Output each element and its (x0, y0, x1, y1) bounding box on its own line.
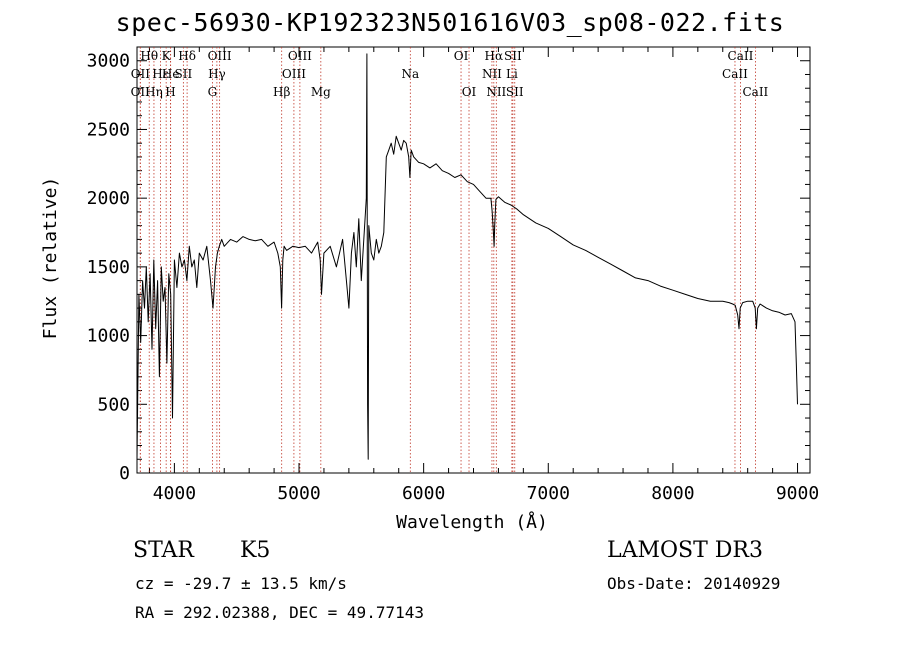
spectral-line-label: Hη (145, 85, 163, 99)
x-tick-label: 5000 (277, 483, 320, 504)
y-tick-label: 2000 (87, 188, 130, 209)
spectral-line-label: SII (175, 67, 193, 81)
x-tick-label: 8000 (651, 483, 694, 504)
spectral-line-label: Hθ (140, 49, 158, 63)
spectral-line-label: OIII (282, 67, 306, 81)
axes: 4000 5000 6000 7000 8000 9000 0 500 1000 1500 2000… (87, 46, 819, 504)
x-tick-label: 6000 (402, 483, 445, 504)
y-tick-label: 500 (97, 394, 130, 415)
spectral-line-label: OII (131, 85, 151, 99)
spectral-line-label: NII (486, 85, 506, 99)
spectral-line-label: SII (506, 85, 524, 99)
spectral-line-label: NII (482, 67, 502, 81)
spectral-line-label: K (162, 49, 172, 63)
spectral-line-label: OIII (288, 49, 312, 63)
spectral-line-label: OII (131, 67, 151, 81)
spectral-line-label: Mg (311, 85, 331, 99)
x-tick-label: 7000 (527, 483, 570, 504)
y-tick-label: 1500 (87, 257, 130, 278)
spectral-line-label: CaII (742, 85, 768, 99)
y-tick-label: 3000 (87, 51, 130, 72)
y-axis-label: Flux (relative) (40, 177, 61, 340)
survey-name: LAMOST DR3 (607, 538, 763, 563)
spectral-line-label: CaII (728, 49, 754, 63)
spectral-line-label: OI (462, 85, 477, 99)
spectral-line-label: Hγ (208, 67, 226, 81)
spectral-line-label: Hε (152, 67, 169, 81)
spectral-line-label: SII (504, 49, 522, 63)
spectral-line-label: OI (454, 49, 469, 63)
chart-title: spec-56930-KP192323N501616V03_sp08-022.f… (115, 8, 785, 37)
x-axis-label: Wavelength (Å) (396, 511, 548, 533)
redshift-text: cz = -29.7 ± 13.5 km/s (135, 574, 347, 593)
y-tick-label: 2500 (87, 119, 130, 140)
obs-date: Obs-Date: 20140929 (607, 574, 781, 593)
spectral-line-label: OIII (208, 49, 232, 63)
spectral-line-label: Hα (485, 49, 504, 63)
spectral-line-markers (139, 47, 756, 473)
spectral-line-label: G (208, 85, 218, 99)
spectral-line-label: Li (506, 67, 518, 81)
y-tick-label: 1000 (87, 326, 130, 347)
object-subclass: K5 (240, 538, 271, 563)
flux-line (136, 53, 798, 460)
x-tick-label: 9000 (776, 483, 819, 504)
spectral-line-label: Na (401, 67, 419, 81)
spectral-line-label: H (165, 85, 175, 99)
y-tick-label: 0 (119, 463, 130, 484)
spectral-line-label: Hβ (273, 85, 290, 99)
spectral-line-label: He (162, 67, 180, 81)
object-class: STAR (133, 538, 194, 563)
plot-frame (136, 46, 811, 474)
spectral-line-label: Hδ (178, 49, 196, 63)
x-tick-label: 4000 (153, 483, 196, 504)
spectrum-series (136, 53, 798, 460)
coordinates: RA = 292.02388, DEC = 49.77143 (135, 603, 424, 622)
spectral-line-label: CaII (722, 67, 748, 81)
